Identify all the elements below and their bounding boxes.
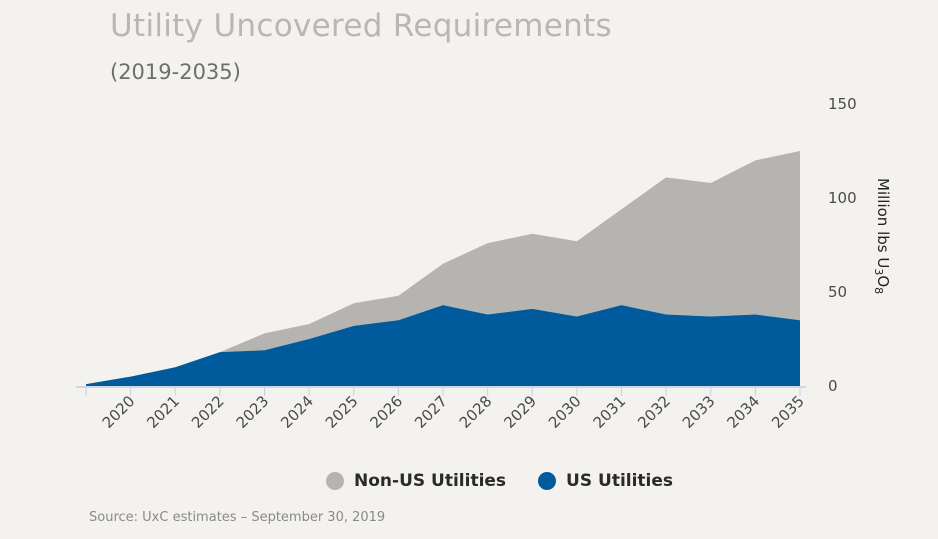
legend-label-non-us: Non-US Utilities: [354, 471, 507, 491]
y-ticks: 0 50 100 150: [828, 95, 857, 395]
x-tick-label: 2023: [233, 392, 273, 432]
x-tick-label: 2033: [679, 392, 719, 432]
area-layers: [86, 151, 800, 386]
x-tick-label: 2028: [456, 392, 496, 432]
area-non-us-utilities: [86, 151, 800, 385]
chart-subtitle: (2019-2035): [110, 60, 241, 84]
legend: Non-US Utilities US Utilities: [326, 471, 697, 491]
source-note: Source: UxC estimates – September 30, 20…: [89, 510, 386, 525]
x-tick-label: 2020: [99, 392, 139, 432]
x-ticks: 2020 2021 2022 2023 2024 2025 2026 2027 2028 2029…: [85, 388, 808, 432]
x-tick-label: 2030: [545, 392, 585, 432]
legend-swatch-us: [538, 472, 557, 490]
y-tick-label: 0: [828, 377, 838, 395]
y-tick-label: 100: [828, 189, 857, 207]
legend-item-us[interactable]: US Utilities: [538, 471, 673, 491]
x-tick-label: 2034: [723, 392, 763, 432]
area-chart: 2020 2021 2022 2023 2024 2025 2026 2027 2028 2029…: [76, 95, 892, 432]
x-tick-label: 2027: [411, 392, 451, 432]
x-tick-label: 2031: [590, 392, 630, 432]
x-tick-label: 2026: [366, 392, 406, 432]
chart-title: Utility Uncovered Requirements: [110, 8, 612, 44]
legend-item-non-us[interactable]: Non-US Utilities: [326, 471, 506, 491]
x-tick-label: 2021: [143, 392, 183, 432]
x-tick-label: 2029: [500, 392, 540, 432]
y-tick-label: 50: [828, 283, 847, 301]
legend-swatch-non-us: [326, 472, 344, 490]
x-tick-label: 2035: [768, 392, 808, 432]
y-tick-label: 150: [828, 95, 857, 113]
x-tick-label: 2024: [277, 392, 317, 432]
x-tick-label: 2022: [188, 392, 228, 432]
area-us-utilities: [86, 305, 800, 386]
legend-label-us: US Utilities: [566, 471, 674, 491]
x-tick-label: 2032: [634, 392, 674, 432]
y-axis-label: Million lbs U3O8: [872, 178, 892, 294]
x-tick-label: 2025: [322, 392, 362, 432]
